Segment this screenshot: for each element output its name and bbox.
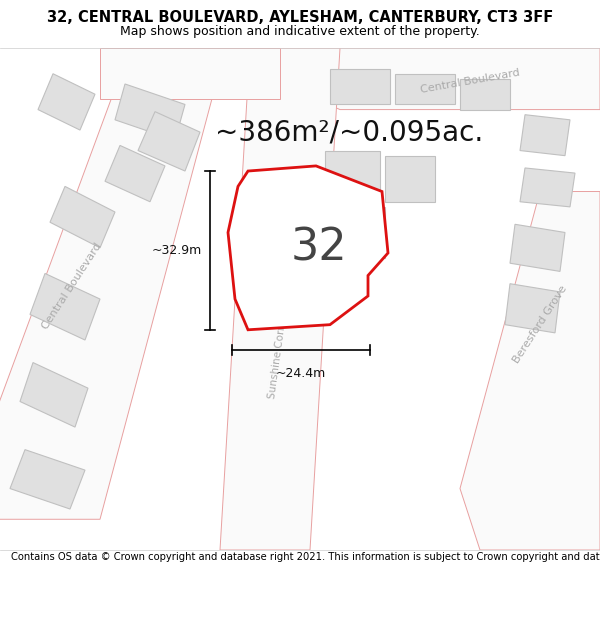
Polygon shape xyxy=(228,166,388,330)
Polygon shape xyxy=(325,151,380,202)
Text: Central Boulevard: Central Boulevard xyxy=(419,68,520,94)
Polygon shape xyxy=(38,74,95,130)
Text: Map shows position and indicative extent of the property.: Map shows position and indicative extent… xyxy=(120,24,480,38)
Polygon shape xyxy=(220,48,340,550)
Polygon shape xyxy=(138,112,200,171)
Polygon shape xyxy=(460,191,600,550)
Polygon shape xyxy=(330,207,385,258)
Text: Central Boulevard: Central Boulevard xyxy=(40,241,104,331)
Text: Contains OS data © Crown copyright and database right 2021. This information is : Contains OS data © Crown copyright and d… xyxy=(11,552,600,562)
Polygon shape xyxy=(100,48,280,99)
Polygon shape xyxy=(385,156,435,202)
Polygon shape xyxy=(270,48,600,109)
Polygon shape xyxy=(330,69,390,104)
Text: ~32.9m: ~32.9m xyxy=(152,244,202,257)
Polygon shape xyxy=(510,224,565,271)
Text: 32: 32 xyxy=(291,226,348,269)
Polygon shape xyxy=(460,79,510,109)
Polygon shape xyxy=(105,146,165,202)
Text: ~24.4m: ~24.4m xyxy=(276,367,326,379)
Polygon shape xyxy=(10,449,85,509)
Text: Sunshine Corner Ave: Sunshine Corner Ave xyxy=(268,291,293,400)
Polygon shape xyxy=(520,168,575,207)
Text: Beresford Grove: Beresford Grove xyxy=(511,284,569,366)
Polygon shape xyxy=(395,74,455,104)
Polygon shape xyxy=(30,274,100,340)
Polygon shape xyxy=(505,284,560,333)
Polygon shape xyxy=(20,362,88,427)
Polygon shape xyxy=(50,186,115,248)
Text: 32, CENTRAL BOULEVARD, AYLESHAM, CANTERBURY, CT3 3FF: 32, CENTRAL BOULEVARD, AYLESHAM, CANTERB… xyxy=(47,9,553,24)
Polygon shape xyxy=(0,48,220,519)
Polygon shape xyxy=(520,115,570,156)
Polygon shape xyxy=(115,84,185,140)
Text: ~386m²/~0.095ac.: ~386m²/~0.095ac. xyxy=(215,118,483,146)
